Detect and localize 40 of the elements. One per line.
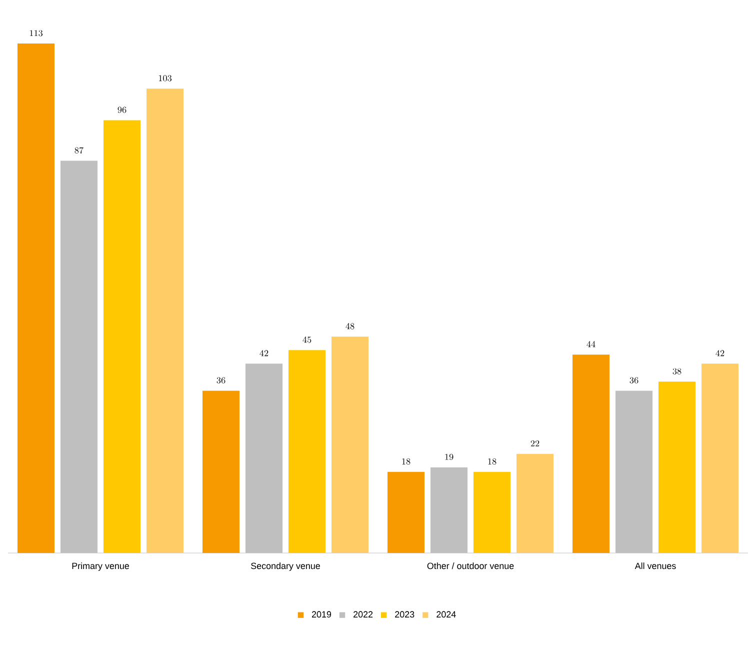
data-label: 96	[118, 106, 126, 113]
data-label: 42	[260, 350, 268, 356]
bar	[288, 350, 326, 553]
bar	[702, 364, 739, 553]
data-label: 36	[630, 377, 638, 384]
bar	[516, 454, 554, 553]
data-label: 113	[30, 30, 43, 36]
data-label: 36	[216, 377, 226, 384]
x-tick-label: Primary venue	[72, 562, 129, 571]
bar	[658, 382, 696, 553]
data-label: 44	[586, 341, 596, 348]
data-label: 38	[672, 368, 682, 374]
bar	[332, 336, 369, 553]
data-label: 22	[530, 440, 540, 446]
legend-label: 2019	[312, 611, 332, 618]
bar	[18, 44, 54, 553]
legend-label: 2023	[395, 611, 414, 618]
data-label: 45	[302, 336, 312, 343]
data-label: 87	[74, 147, 84, 154]
bar	[430, 467, 468, 553]
data-label: 103	[158, 75, 172, 82]
bar	[388, 472, 425, 553]
x-tick-label: Other / outdoor venue	[427, 562, 514, 570]
data-label: 18	[488, 458, 496, 465]
x-tick-label: Secondary venue	[251, 562, 320, 571]
legend-label: 2024	[436, 611, 456, 618]
bar	[146, 88, 184, 553]
bar	[474, 472, 511, 553]
data-label: 19	[445, 454, 454, 460]
bar	[246, 364, 283, 553]
x-tick-label: All venues	[634, 562, 676, 570]
bar	[104, 120, 140, 553]
legend-label: 2022	[354, 611, 373, 618]
bar	[60, 160, 98, 553]
bar	[616, 390, 653, 553]
data-label: 18	[402, 458, 410, 465]
data-label: 42	[716, 350, 724, 356]
bar	[202, 390, 240, 553]
data-label: 48	[346, 323, 354, 330]
bar	[572, 354, 610, 553]
